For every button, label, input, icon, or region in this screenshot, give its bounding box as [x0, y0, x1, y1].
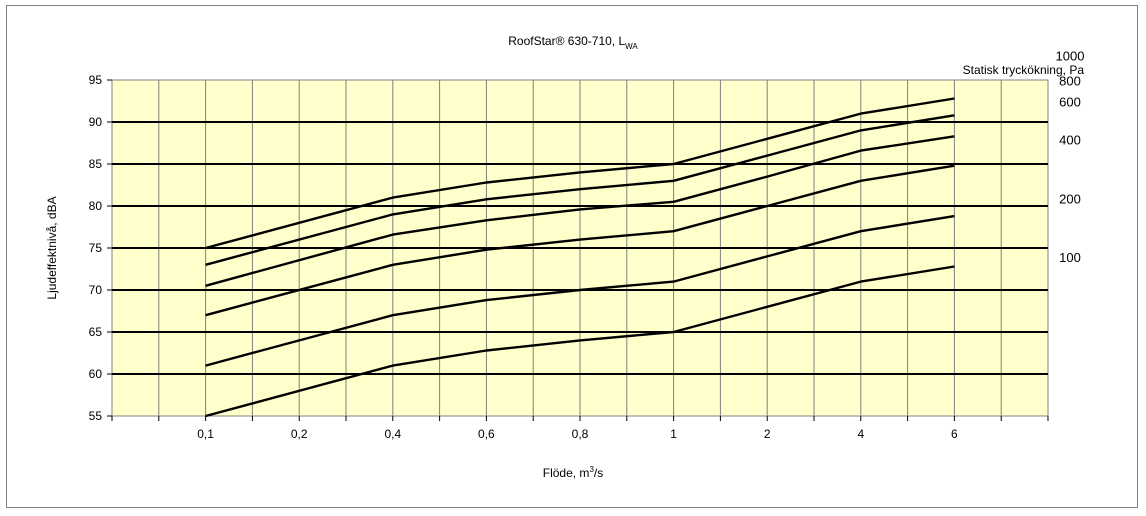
series-label-1000: 1000 — [1056, 48, 1085, 63]
x-tick-label: 1 — [670, 427, 677, 441]
series-line-1000-pa — [205, 97, 955, 250]
series-label-100: 100 — [1059, 250, 1081, 265]
y-axis-label: Ljudeffektnivå, dBA — [45, 196, 59, 299]
x-axis-label-superscript: 3 — [589, 465, 594, 474]
series-lines — [205, 97, 955, 418]
x-tick-label: 0,2 — [291, 427, 308, 441]
y-tick-label: 85 — [89, 157, 103, 171]
x-axis-label: Flöde, m3/s — [543, 465, 603, 480]
x-tick-label: 6 — [951, 427, 958, 441]
series-label-800: 800 — [1059, 74, 1081, 89]
series-line-800-pa — [205, 114, 955, 266]
y-tick-label: 75 — [89, 241, 103, 255]
x-tick-label: 0,1 — [197, 427, 214, 441]
series-line-100-pa — [205, 265, 955, 418]
x-axis-ticks: 0,1 0,2 0,4 0,6 0,8 1 2 4 6 — [111, 416, 1049, 441]
series-line-400-pa — [205, 164, 955, 317]
chart-title: RoofStar® 630-710, LWA — [508, 34, 638, 51]
x-tick-label: 2 — [764, 427, 771, 441]
series-label-200: 200 — [1059, 191, 1081, 206]
y-tick-label: 90 — [89, 115, 103, 129]
x-tick-label: 0,6 — [478, 427, 495, 441]
y-tick-label: 65 — [89, 325, 103, 339]
series-label-600: 600 — [1059, 95, 1081, 110]
y-tick-label: 95 — [89, 73, 103, 87]
y-tick-label: 60 — [89, 367, 103, 381]
series-labels: 1000 800 600 400 200 100 — [1056, 48, 1085, 265]
series-label-400: 400 — [1059, 132, 1081, 147]
series-axis-title: Statisk tryckökning, Pa — [963, 63, 1085, 77]
y-axis-ticks: 55 60 65 70 75 80 85 90 95 — [89, 73, 112, 423]
y-tick-label: 55 — [89, 409, 103, 423]
chart-title-subscript: WA — [625, 42, 638, 51]
x-tick-label: 4 — [857, 427, 864, 441]
x-tick-label: 0,4 — [384, 427, 401, 441]
series-line-200-pa — [205, 214, 955, 367]
y-tick-label: 70 — [89, 283, 103, 297]
series-line-600-pa — [205, 135, 955, 287]
x-tick-label: 0,8 — [572, 427, 589, 441]
y-tick-label: 80 — [89, 199, 103, 213]
